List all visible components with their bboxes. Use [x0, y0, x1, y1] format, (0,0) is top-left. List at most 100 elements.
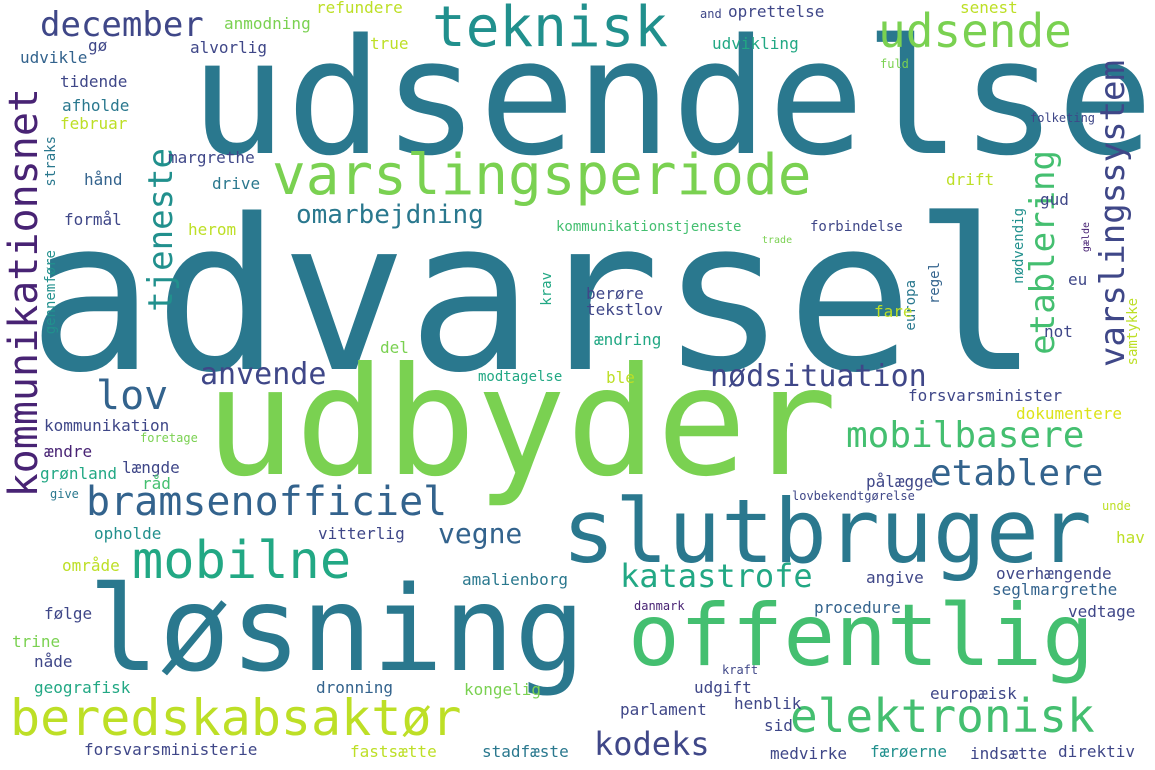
word-folketing: folketing [1030, 111, 1096, 125]
word-fastsaette: fastsætte [350, 742, 437, 761]
word-udsendelse: udsendelse [190, 4, 1154, 191]
word-geografisk: geografisk [34, 678, 131, 697]
word-formal: formål [64, 210, 122, 229]
word-unde: unde [1102, 499, 1131, 513]
word-parlament: parlament [620, 700, 707, 719]
word-forsvarsminister: forsvarsminister [908, 386, 1063, 405]
word-gronland: grønland [40, 464, 118, 483]
word-overhaengende: overhængende [996, 564, 1112, 583]
word-gud: gud [1040, 190, 1069, 209]
word-lovbekendtgorelse: lovbekendtgørelse [792, 489, 915, 503]
word-tekstlov: tekstlov [586, 300, 664, 319]
word-margrethe: margrethe [168, 148, 255, 167]
word-losning: løsning [88, 560, 586, 698]
word-omarbejdning: omarbejdning [296, 200, 484, 230]
word-krav: krav [539, 272, 555, 306]
word-angive: angive [866, 568, 924, 587]
word-amalienborg: amalienborg [462, 570, 568, 589]
word-varslingsperiode: varslingsperiode [272, 143, 812, 208]
word-hand: hånd [84, 170, 123, 189]
word-hav: hav [1116, 528, 1145, 547]
word-aendre: ændre [44, 442, 93, 461]
word-oprettelse: oprettelse [728, 2, 825, 21]
word-foretage: foretage [140, 431, 198, 445]
word-alvorlig: alvorlig [190, 38, 268, 57]
word-forbindelse: forbindelse [810, 219, 903, 235]
word-trade: trade [762, 235, 793, 246]
word-mobilbasere: mobilbasere [846, 415, 1085, 456]
word-samtykke: samtykke [1125, 298, 1141, 366]
word-forsvarsministerie: forsvarsministerie [84, 740, 258, 759]
word-udvikling: udvikling [712, 34, 799, 53]
word-omrade: område [62, 556, 120, 575]
word-danmark: danmark [634, 599, 685, 613]
word-dokumentere: dokumentere [1016, 404, 1122, 423]
word-beredskabsaktor: beredskabsaktør [10, 689, 462, 747]
word-seglmargrethe: seglmargrethe [992, 580, 1118, 599]
word-anmodning: anmodning [224, 14, 311, 33]
word-indsaette: indsætte [970, 744, 1048, 763]
word-tjeneste: tjeneste [141, 148, 181, 312]
word-advarsel: advarsel [28, 174, 1040, 419]
word-tidende: tidende [60, 72, 128, 91]
word-ble: ble [606, 368, 635, 387]
word-regel: regel [927, 262, 943, 305]
word-bramsenofficiel: bramsenofficiel [86, 479, 448, 525]
word-procedure: procedure [814, 598, 901, 617]
word-dronning: dronning [316, 678, 394, 697]
word-medvirke: medvirke [770, 744, 848, 763]
word-februar: februar [60, 114, 128, 133]
word-true: true [370, 34, 409, 53]
word-straks: straks [43, 136, 59, 187]
word-offentlig: offentlig [628, 586, 1094, 686]
word-aendring: ændring [594, 330, 662, 349]
word-eu: eu [1068, 270, 1088, 289]
word-kraft: kraft [722, 663, 759, 677]
word-drift: drift [946, 170, 995, 189]
word-and: and [700, 7, 722, 21]
word-udvikle: udvikle [20, 48, 88, 67]
word-give: give [50, 487, 79, 501]
word-nodvendig: nødvendig [1011, 208, 1027, 284]
word-elektronisk: elektronisk [790, 689, 1095, 743]
word-lov: lov [96, 373, 169, 419]
word-palaegge: pålægge [866, 472, 934, 491]
word-udsende: udsende [878, 4, 1072, 58]
word-herom: herom [188, 220, 237, 239]
word-folge: følge [44, 604, 93, 623]
word-etablere: etablere [930, 453, 1104, 494]
word-not: not [1044, 322, 1073, 341]
word-gaelde: gælde [1081, 222, 1092, 253]
word-december: december [40, 5, 204, 45]
word-direktiv: direktiv [1058, 742, 1136, 761]
word-gennemfore: gennemføre [43, 250, 59, 335]
word-refundere: refundere [316, 0, 403, 17]
word-kommunikation: kommunikation [44, 416, 170, 435]
word-kongelig: kongelig [464, 680, 542, 699]
word-udbyder: udbyder [205, 336, 838, 510]
word-del: del [380, 338, 409, 357]
word-fuld: fuld [880, 57, 909, 71]
word-senest: senest [960, 0, 1018, 17]
word-go: gø [88, 36, 108, 55]
word-slutbruger: slutbruger [562, 480, 1092, 583]
word-laengde: længde [122, 458, 180, 477]
word-mobilne: mobilne [132, 531, 352, 591]
word-nade: nåde [34, 652, 73, 671]
word-henblik: henblik [734, 694, 802, 713]
word-rad: råd [142, 474, 171, 493]
word-udgift: udgift [694, 678, 752, 697]
word-berore: berøre [586, 284, 644, 303]
word-kommunikationsnet: kommunikationsnet [1, 88, 47, 498]
word-nodsituation: nødsituation [710, 359, 927, 394]
word-kommunikationstjeneste: kommunikationstjeneste [556, 219, 742, 235]
word-vitterlig: vitterlig [318, 524, 405, 543]
word-drive: drive [212, 174, 261, 193]
word-kodeks: kodeks [594, 725, 710, 763]
word-teknisk: teknisk [432, 0, 669, 60]
word-fare: fare [874, 302, 913, 321]
word-anvende: anvende [200, 357, 327, 392]
word-europaeisk: europæisk [930, 684, 1017, 703]
word-sid: sid [764, 716, 793, 735]
